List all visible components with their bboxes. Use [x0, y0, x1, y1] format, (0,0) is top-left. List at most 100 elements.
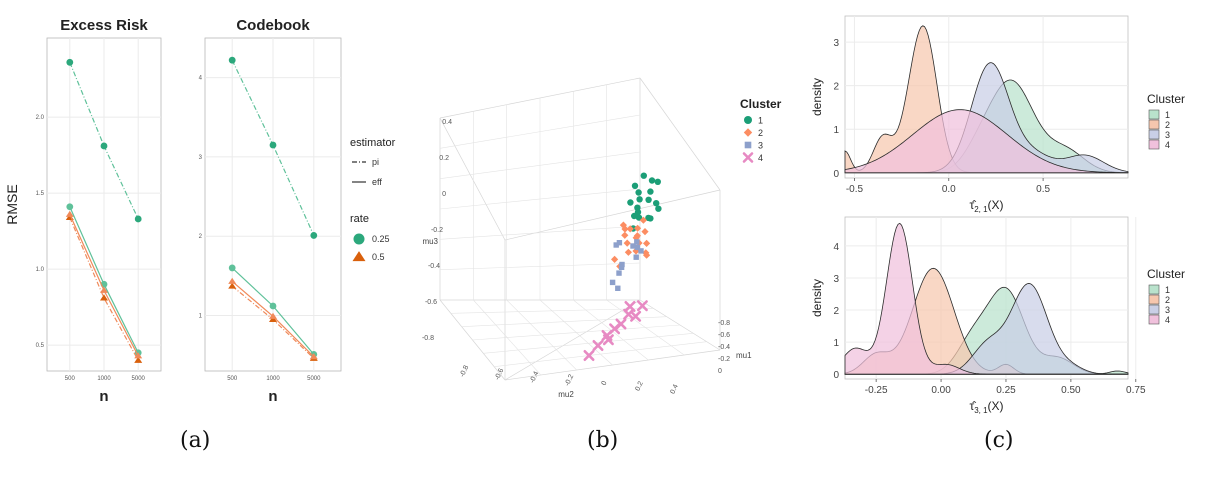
b-tick-mu2: -0.4: [529, 370, 540, 384]
b-point-cluster-4-stroke-b: [624, 300, 636, 313]
b-point-cluster-4: [609, 323, 621, 335]
b-point-cluster-2: [623, 239, 631, 247]
c2-xtick-label: 0.50: [1061, 385, 1081, 396]
a1-xtick-label: 1000: [97, 376, 111, 382]
b-point-cluster-1: [653, 200, 660, 207]
a1-ytick-label: 1.0: [36, 267, 45, 273]
b-point-cluster-4-stroke-b: [602, 334, 614, 346]
b-point-cluster-3: [630, 243, 636, 249]
a2-ytick-label: 2: [199, 234, 203, 240]
b-point-cluster-4-stroke-b: [609, 323, 621, 335]
c2-xtick-label: 0.00: [931, 385, 951, 396]
c2-legend-key-2: [1148, 294, 1160, 305]
b-point-cluster-2: [626, 225, 634, 233]
b-point-cluster-1: [631, 182, 639, 189]
c1-ytick-label: 3: [833, 38, 839, 49]
a1-ylabel: RMSE: [4, 184, 20, 224]
a1-ytick-label: 0.5: [36, 343, 45, 349]
b-point-cluster-3: [616, 240, 623, 246]
b-point-cluster-1: [654, 178, 661, 185]
a2-xtick-label: 5000: [307, 376, 321, 382]
b-grid: [606, 299, 685, 356]
b-legend-key-2: [743, 128, 753, 137]
legend-rate-title: rate: [350, 213, 369, 225]
a2-point: [269, 141, 277, 149]
c1-legend-label-4: 4: [1165, 140, 1170, 150]
a1-title: Excess Risk: [60, 17, 148, 34]
b-tick-mu2: 0.4: [669, 383, 680, 395]
legend-estimator-title: estimator: [350, 137, 396, 149]
c2-ytick-label: 1: [833, 338, 839, 349]
b-tick-mu2: 0: [601, 380, 609, 387]
b-point-cluster-2: [639, 216, 647, 224]
a1-point: [66, 58, 74, 66]
a1-xtick-label: 5000: [132, 376, 146, 382]
b-grid: [494, 341, 707, 367]
b-tick-mu3: 0: [442, 191, 446, 198]
b-point-cluster-4-stroke-b: [630, 310, 642, 322]
legend-label-rate-05: 0.5: [372, 252, 385, 262]
b-point-cluster-3: [615, 285, 621, 291]
legend-key-rate-05: [352, 251, 366, 262]
b-point-cluster-4: [583, 349, 595, 362]
c2-legend-label-2: 2: [1165, 295, 1170, 305]
b-tick-mu2: -0.2: [564, 373, 575, 387]
b-box-edge: [504, 299, 641, 381]
b-point-cluster-3: [633, 254, 639, 260]
b-point-cluster-4: [630, 310, 642, 322]
a2-point: [269, 302, 277, 310]
b-point-cluster-3: [638, 248, 644, 254]
b-tick-mu3: -0.2: [431, 227, 443, 234]
legend-label-rate-025: 0.25: [372, 234, 390, 244]
b-point-cluster-1: [655, 205, 662, 212]
c2-legend-label-4: 4: [1165, 315, 1170, 325]
a1-point: [134, 215, 142, 223]
c2-ytick-label: 2: [833, 306, 839, 317]
a2-point: [310, 232, 318, 239]
b-point-cluster-2: [621, 231, 629, 239]
b-point-cluster-1: [645, 196, 652, 203]
c2-legend-key-3: [1148, 304, 1160, 315]
b-point-cluster-3: [613, 242, 619, 248]
b-point-cluster-4: [592, 339, 604, 352]
b-point-cluster-2: [611, 255, 619, 263]
b-tick-mu1: -0.2: [718, 356, 730, 363]
b-legend-title: Cluster: [740, 97, 782, 111]
c2-xlabel: τ̂3, 1(X): [969, 399, 1003, 415]
b-point-cluster-2: [642, 249, 650, 257]
a2-ytick-label: 3: [199, 155, 203, 161]
b-legend-key-4: [742, 152, 754, 163]
b-axis-title-mu3: mu3: [422, 237, 438, 246]
b-point-cluster-3: [618, 264, 625, 270]
b-point-cluster-1: [635, 214, 643, 221]
b-tick-mu3: 0.2: [439, 155, 449, 162]
c1-ylabel: density: [810, 78, 824, 116]
b-point-cluster-4-stroke-b: [583, 349, 595, 362]
b-point-cluster-1: [635, 189, 642, 196]
b-box-edge: [439, 117, 506, 241]
b-legend-key-3: [744, 141, 752, 149]
a1-point: [134, 352, 143, 359]
b-tick-mu2: 0.2: [634, 380, 645, 392]
c2-legend-key-4: [1148, 314, 1160, 325]
b-tick-mu1: 0: [718, 368, 722, 375]
c2-legend-title: Cluster: [1147, 267, 1185, 281]
c1-ytick-label: 1: [833, 125, 839, 136]
b-point-cluster-4: [636, 300, 648, 312]
a2-xtick-label: 500: [227, 376, 238, 382]
a1-point: [66, 203, 74, 211]
c1-xtick-label: -0.5: [846, 184, 864, 195]
c2-ytick-label: 0: [833, 370, 839, 381]
c1-xlabel: τ̂2, 1(X): [969, 198, 1003, 214]
b-axis-title-mu2: mu2: [558, 390, 574, 399]
b-point-cluster-1: [648, 177, 656, 184]
a2-point: [269, 312, 277, 319]
a2-point: [228, 282, 237, 289]
c2-xtick-label: 0.75: [1126, 385, 1146, 396]
a1-ytick-label: 2.0: [36, 115, 45, 121]
b-point-cluster-2: [641, 228, 649, 236]
b-legend-label-1: 1: [758, 116, 763, 126]
c2-legend-key-1: [1148, 284, 1160, 295]
b-legend-label-3: 3: [758, 141, 763, 151]
